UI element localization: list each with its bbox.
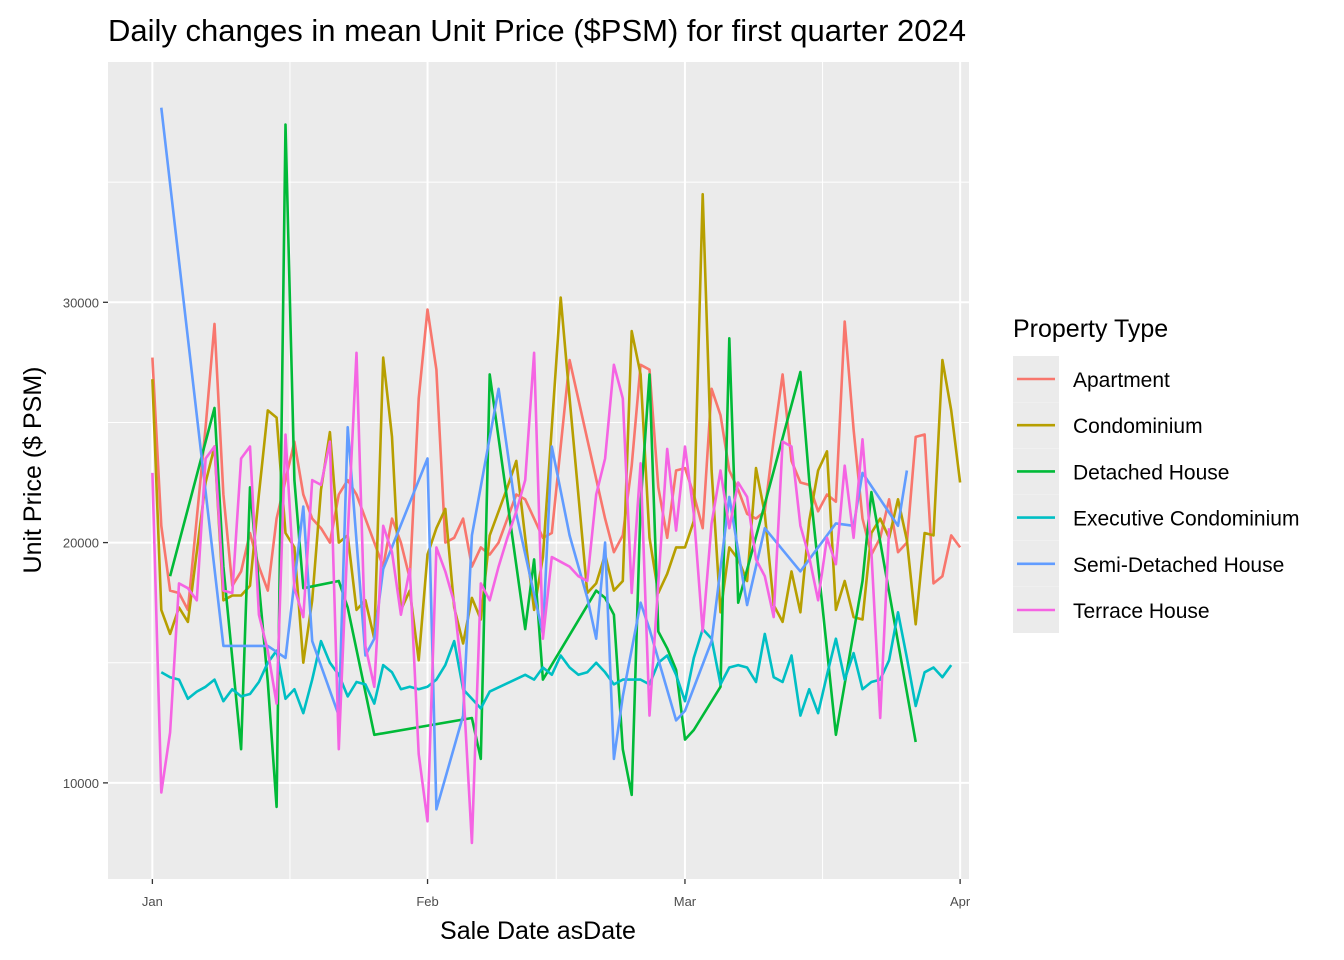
y-tick-label: 30000 [63,295,99,310]
series-line-semi-detached-house [160,107,909,811]
legend-label: Apartment [1073,369,1170,392]
legend: Property Type Apartment Condominium Detach… [1013,315,1299,633]
legend-label: Terrace House [1073,600,1210,623]
legend-item-terrace-house: Terrace House [1013,587,1210,633]
y-axis: 10000 20000 30000 [63,295,108,791]
x-axis: Jan Feb Mar Apr [142,879,971,909]
legend-keys: Apartment Condominium Detached House Execut… [1013,356,1299,633]
legend-label: Condominium [1073,415,1203,438]
chart-title: Daily changes in mean Unit Price ($PSM) … [108,13,966,48]
y-tick-label: 10000 [63,776,99,791]
x-axis-title: Sale Date asDate [440,917,636,945]
legend-title: Property Type [1013,315,1168,343]
x-tick-label: Feb [416,894,438,909]
x-tick-label: Apr [950,894,971,909]
series-layer [151,107,962,845]
y-axis-title: Unit Price ($ PSM) [19,367,47,574]
legend-item-detached-house: Detached House [1013,448,1229,495]
series-line-executive-condominium [160,610,953,717]
legend-item-condominium: Condominium [1013,402,1203,449]
x-tick-label: Jan [142,894,163,909]
legend-label: Executive Condominium [1073,508,1299,531]
x-tick-label: Mar [674,894,697,909]
legend-label: Semi-Detached House [1073,554,1284,577]
legend-item-executive-condominium: Executive Condominium [1013,494,1299,541]
y-tick-label: 20000 [63,536,99,551]
series-line-terrace-house [151,351,891,845]
legend-item-semi-detached-house: Semi-Detached House [1013,540,1284,587]
legend-item-apartment: Apartment [1013,356,1170,402]
legend-label: Detached House [1073,461,1229,484]
